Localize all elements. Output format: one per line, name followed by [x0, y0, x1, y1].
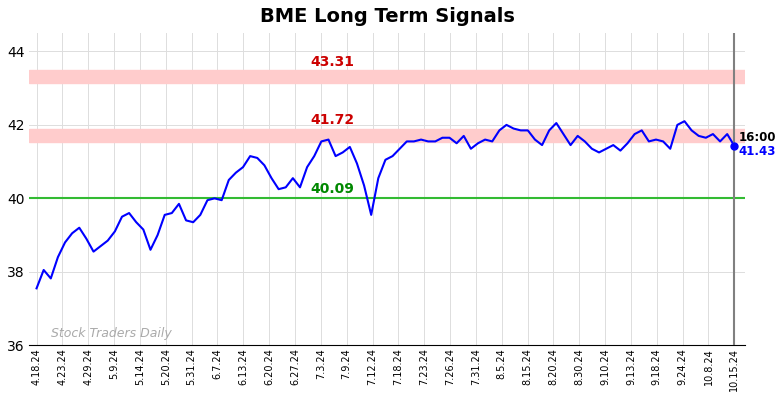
Text: 41.43: 41.43 [739, 145, 776, 158]
Bar [30, 129, 745, 142]
Text: 16:00: 16:00 [739, 131, 776, 144]
Bar [30, 70, 745, 83]
Text: 40.09: 40.09 [310, 182, 354, 196]
Title: BME Long Term Signals: BME Long Term Signals [260, 7, 514, 26]
Text: Stock Traders Daily: Stock Traders Daily [51, 327, 172, 340]
Text: 43.31: 43.31 [310, 55, 354, 69]
Text: 41.72: 41.72 [310, 113, 354, 127]
